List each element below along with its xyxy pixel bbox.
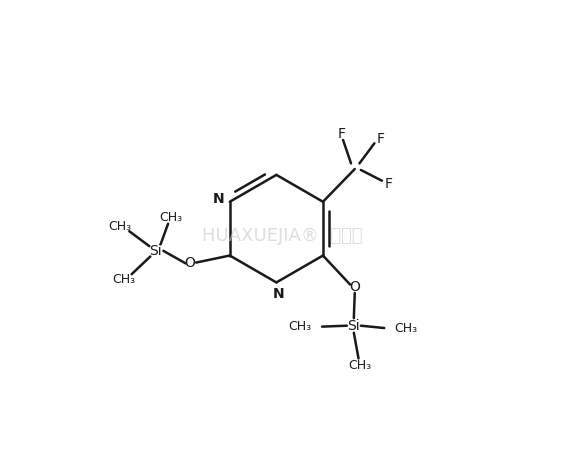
Text: Si: Si	[149, 244, 161, 258]
Text: O: O	[184, 257, 195, 270]
Text: Si: Si	[347, 319, 360, 333]
Text: CH₃: CH₃	[113, 273, 136, 287]
Text: F: F	[338, 127, 346, 141]
Text: F: F	[385, 177, 393, 191]
Text: O: O	[349, 280, 360, 294]
Text: F: F	[377, 132, 385, 146]
Text: CH₃: CH₃	[289, 320, 312, 333]
Text: N: N	[212, 192, 224, 207]
Text: CH₃: CH₃	[159, 211, 182, 224]
Text: HUAXUEJIA®  化学加: HUAXUEJIA® 化学加	[202, 227, 362, 245]
Text: CH₃: CH₃	[394, 321, 418, 335]
Text: N: N	[273, 287, 285, 301]
Text: CH₃: CH₃	[108, 220, 131, 233]
Text: CH₃: CH₃	[349, 359, 372, 372]
